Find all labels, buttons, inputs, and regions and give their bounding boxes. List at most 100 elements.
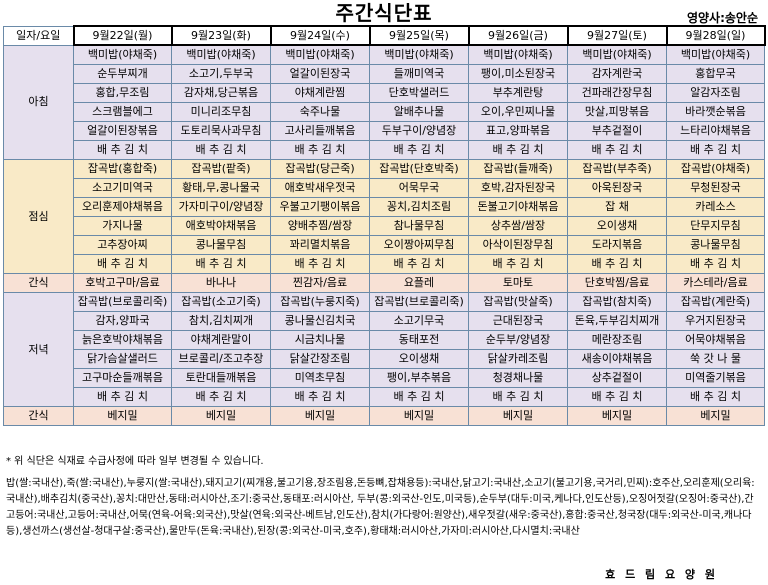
corner-cell: 일자/요일 [3, 25, 74, 46]
menu-cell: 배 추 김 치 [270, 254, 370, 274]
menu-cell: 베지밀 [171, 406, 271, 426]
menu-cell: 소고기무국 [369, 311, 469, 331]
dinner-label: 저녁 [3, 292, 74, 407]
menu-cell: 팽이,미소된장국 [468, 64, 568, 84]
menu-cell: 백미밥(야채죽) [171, 44, 271, 65]
menu-cell: 시금치나물 [270, 330, 370, 350]
notes: * 위 식단은 식재료 수급사정에 따라 일부 변경될 수 있습니다. 밥(쌀:… [6, 454, 762, 540]
menu-cell: 토마토 [468, 273, 568, 293]
menu-cell: 우불고기팽이볶음 [270, 197, 370, 217]
snack2-row: 간식 베지밀 베지밀 베지밀 베지밀 베지밀 베지밀 베지밀 [3, 406, 765, 426]
menu-cell: 도토리묵사과무침 [171, 121, 271, 141]
menu-cell: 찐감자/음료 [270, 273, 370, 293]
header-row: 일자/요일 9월22일(월) 9월23일(화) 9월24일(수) 9월25일(목… [3, 25, 766, 46]
menu-cell: 닭살간장조림 [270, 349, 370, 369]
menu-cell: 양배추찜/쌈장 [270, 216, 370, 236]
day-header: 9월22일(월) [72, 25, 173, 46]
menu-cell: 배 추 김 치 [369, 387, 469, 407]
menu-cell: 상추겉절이 [567, 368, 667, 388]
menu-cell: 닭살카레조림 [468, 349, 568, 369]
breakfast-row: 얼갈이된장볶음 도토리묵사과무침 고사리들깨볶음 두부구이/양념장 표고,양파볶음 부추겉… [4, 121, 765, 141]
menu-cell: 배 추 김 치 [666, 140, 765, 160]
day-header: 9월27일(토) [566, 25, 668, 46]
menu-cell: 호박고구마/음료 [73, 273, 172, 293]
menu-cell: 잡곡밥(단호박죽) [369, 159, 469, 179]
menu-cell: 배 추 김 치 [270, 387, 370, 407]
menu-cell: 배 추 김 치 [270, 140, 370, 160]
lunch-label: 점심 [3, 159, 74, 274]
menu-cell: 콩나물신김치국 [270, 311, 370, 331]
menu-cell: 야채계란말이 [171, 330, 271, 350]
menu-cell: 백미밥(야채죽) [369, 44, 469, 65]
menu-cell: 미역초무침 [270, 368, 370, 388]
menu-cell: 감자,양파국 [73, 311, 172, 331]
menu-cell: 베지밀 [567, 406, 667, 426]
menu-cell: 아욱된장국 [567, 178, 667, 198]
breakfast-row: 스크램블에그 미니리조무침 숙주나물 알배추나물 오이,우민찌나물 맛살,피망볶음 바라깻순… [4, 102, 765, 122]
menu-cell: 쑥 갓 나 물 [666, 349, 765, 369]
menu-cell: 백미밥(야채죽) [73, 44, 172, 65]
menu-cell: 얼갈이된장볶음 [73, 121, 172, 141]
menu-cell: 잡곡밥(팥죽) [171, 159, 271, 179]
snack2-label: 간식 [3, 406, 74, 426]
menu-cell: 배 추 김 치 [567, 387, 667, 407]
menu-cell: 잡곡밥(소고기죽) [171, 292, 271, 312]
menu-cell: 배 추 김 치 [73, 254, 172, 274]
menu-cell: 배 추 김 치 [468, 254, 568, 274]
menu-cell: 호박,감자된장국 [468, 178, 568, 198]
day-header: 9월23일(화) [170, 25, 272, 46]
menu-cell: 베지밀 [73, 406, 172, 426]
menu-cell: 오이생채 [567, 216, 667, 236]
menu-cell: 배 추 김 치 [666, 387, 765, 407]
menu-cell: 참나물무침 [369, 216, 469, 236]
menu-cell: 참치,김치찌개 [171, 311, 271, 331]
menu-cell: 알배추나물 [369, 102, 469, 122]
menu-cell: 백미밥(야채죽) [270, 44, 370, 65]
snack-label: 간식 [3, 273, 74, 293]
menu-cell: 맛살,피망볶음 [567, 102, 667, 122]
menu-cell: 부추계란탕 [468, 83, 568, 103]
menu-cell: 소고기,두부국 [171, 64, 271, 84]
menu-cell: 순두부찌개 [73, 64, 172, 84]
menu-cell: 우거지된장국 [666, 311, 765, 331]
page-title: 주간식단표 [335, 1, 433, 25]
breakfast-row: 순두부찌개 소고기,두부국 얼갈이된장국 들깨미역국 팽이,미소된장국 감자계란국 홍합무국 [4, 64, 765, 84]
menu-cell: 단호박샐러드 [369, 83, 469, 103]
menu-cell: 얼갈이된장국 [270, 64, 370, 84]
menu-cell: 어묵야채볶음 [666, 330, 765, 350]
menu-cell: 어묵무국 [369, 178, 469, 198]
menu-cell: 표고,양파볶음 [468, 121, 568, 141]
menu-cell: 소고기미역국 [73, 178, 172, 198]
menu-cell: 백미밥(야채죽) [567, 44, 667, 65]
menu-cell: 베지밀 [270, 406, 370, 426]
menu-cell: 돈육,두부김치찌개 [567, 311, 667, 331]
menu-cell: 배 추 김 치 [171, 254, 271, 274]
menu-cell: 미역줄기볶음 [666, 368, 765, 388]
menu-cell: 바라깻순볶음 [666, 102, 765, 122]
breakfast-row: 홍합,무조림 감자채,당근볶음 야채계란찜 단호박샐러드 부추계란탕 건파래간장무침 알감자… [4, 83, 765, 103]
menu-cell: 잡곡밥(부추죽) [567, 159, 667, 179]
menu-cell: 고사리들깨볶음 [270, 121, 370, 141]
facility-name: 효 드 림 요 양 원 [605, 568, 718, 581]
lunch-row: 고추장아찌 콩나물무침 꽈리멸치볶음 오이짱아찌무침 아삭이된장무침 도라지볶음 콩나물무침 [4, 235, 765, 255]
dinner-row: 닭가슴살샐러드 브로콜리/조고추장 닭살간장조림 오이생채 닭살카레조림 새송이야채볶음 쑥… [4, 349, 765, 369]
menu-cell: 잡곡밥(당근죽) [270, 159, 370, 179]
notes-origin: 밥(쌀:국내산),죽(쌀:국내산),누룽지(쌀:국내산),돼지고기(찌개용,불고… [6, 478, 755, 537]
menu-cell: 단호박찜/음료 [567, 273, 667, 293]
dinner-row: 저녁 잡곡밥(브로콜리죽) 잡곡밥(소고기죽) 잡곡밥(누룽지죽) 잡곡밥(브로콜리죽)… [3, 292, 765, 407]
dinner-row: 고구마순들깨볶음 토란대들깨볶음 미역초무침 팽이,부추볶음 청경채나물 상추겉절이 미역줄… [4, 368, 765, 388]
menu-cell: 황태,무,콩나물국 [171, 178, 271, 198]
menu-cell: 동태포전 [369, 330, 469, 350]
day-header: 9월26일(금) [467, 25, 569, 46]
menu-cell: 잡 채 [567, 197, 667, 217]
menu-cell: 애호박새우젓국 [270, 178, 370, 198]
lunch-row: 소고기미역국 황태,무,콩나물국 애호박새우젓국 어묵무국 호박,감자된장국 아욱된장국 무… [4, 178, 765, 198]
menu-cell: 잡곡밥(맛살죽) [468, 292, 568, 312]
menu-cell: 가자미구이/양념장 [171, 197, 271, 217]
menu-cell: 콩나물무침 [171, 235, 271, 255]
menu-cell: 새송이야채볶음 [567, 349, 667, 369]
menu-cell: 카레소스 [666, 197, 765, 217]
menu-cell: 닭가슴살샐러드 [73, 349, 172, 369]
menu-cell: 꽈리멸치볶음 [270, 235, 370, 255]
